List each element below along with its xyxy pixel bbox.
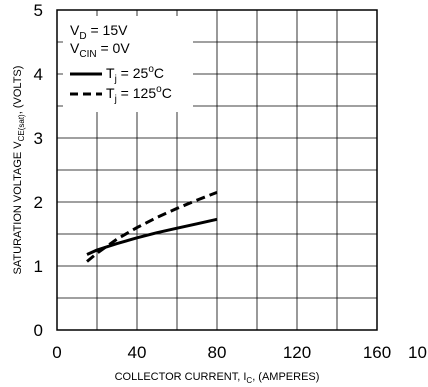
y-axis-label-suffix: , (VOLTS) — [12, 66, 24, 115]
x-axis-label-sub: C — [246, 376, 252, 385]
x-tick-label: 40 — [128, 343, 147, 362]
y-tick-label: 4 — [34, 65, 43, 84]
legend-125c-unit: C — [162, 85, 172, 101]
condition-vcin: VCIN = 0V — [70, 40, 130, 60]
y-tick-label: 3 — [34, 129, 43, 148]
legend-25c-sup: o — [148, 64, 154, 75]
legend-25c-unit: C — [154, 65, 164, 81]
y-axis-label: SATURATION VOLTAGE VCE(sat), (VOLTS) — [12, 66, 26, 275]
condition-vd-main: V — [70, 22, 80, 38]
tick-labels: 0 40 80 120 160 10 0 1 2 3 4 5 — [34, 1, 427, 362]
legend-entry-25c: Tj = 25oC — [106, 64, 164, 85]
legend-125c-suffix: = 125 — [117, 85, 157, 101]
legend-25c-suffix: = 25 — [117, 65, 149, 81]
y-tick-label: 2 — [34, 193, 43, 212]
x-axis-label-main: COLLECTOR CURRENT, I — [115, 371, 247, 383]
condition-vd-suffix: = 15V — [87, 22, 129, 38]
series-group — [86, 191, 218, 263]
legend-box — [63, 16, 193, 112]
y-axis-label-sub: CE(sat) — [17, 114, 26, 141]
series-line-25c — [86, 217, 218, 256]
x-axis-label-suffix: , (AMPERES) — [252, 371, 319, 383]
condition-vcin-suffix: = 0V — [97, 40, 131, 56]
x-tick-label: 80 — [208, 343, 227, 362]
x-tick-label: 160 — [363, 343, 391, 362]
x-tick-label-extra: 10 — [408, 343, 427, 362]
legend-25c-sub: j — [114, 74, 117, 85]
condition-vcin-main: V — [70, 40, 80, 56]
condition-vd: VD = 15V — [70, 22, 128, 42]
condition-vcin-sub: CIN — [79, 49, 96, 60]
series-line-125c — [86, 191, 218, 263]
x-tick-label: 0 — [52, 343, 61, 362]
legend-125c-main: T — [106, 85, 115, 101]
x-axis-label: COLLECTOR CURRENT, IC, (AMPERES) — [115, 371, 320, 385]
legend-125c-sup: o — [156, 84, 162, 95]
condition-vd-sub: D — [79, 31, 86, 42]
x-tick-label: 120 — [283, 343, 311, 362]
legend-125c-sub: j — [114, 94, 117, 105]
y-tick-label: 1 — [34, 257, 43, 276]
legend: VD = 15V VCIN = 0V Tj = 25oC Tj = 125oC — [63, 16, 193, 112]
legend-entry-125c: Tj = 125oC — [106, 84, 172, 105]
legend-25c-main: T — [106, 65, 115, 81]
y-axis-label-main: SATURATION VOLTAGE V — [12, 141, 24, 275]
y-tick-label: 0 — [34, 321, 43, 340]
y-tick-label: 5 — [34, 1, 43, 20]
